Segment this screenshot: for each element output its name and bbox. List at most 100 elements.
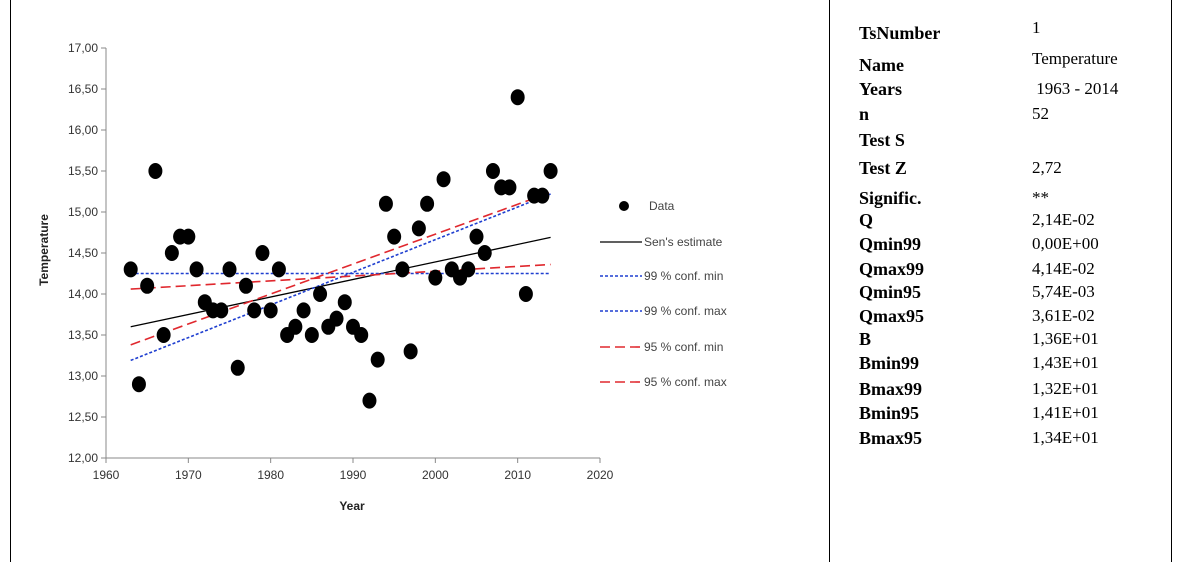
y-tick-label: 14,00 <box>68 287 98 301</box>
data-point <box>238 277 253 294</box>
stat-label: n <box>859 104 870 124</box>
data-point <box>140 277 155 294</box>
stat-row: Name Temperature <box>859 49 1169 79</box>
y-tick-label: 13,00 <box>68 369 98 383</box>
x-tick-label: 1960 <box>93 468 120 482</box>
y-tick-label: 17,00 <box>68 41 98 55</box>
legend-label-95-conf-min: 95 % conf. min <box>644 340 723 354</box>
data-point <box>510 89 525 106</box>
data-point <box>288 318 303 335</box>
data-point <box>535 187 550 204</box>
stat-value: 4,14E-02 <box>1032 259 1095 278</box>
panel-divider <box>829 0 830 562</box>
stat-value: 1,36E+01 <box>1032 329 1099 348</box>
data-point <box>502 179 517 196</box>
stat-row: Bmax99 1,32E+01 <box>859 379 1169 403</box>
data-point <box>485 163 500 179</box>
x-tick-label: 2000 <box>422 468 449 482</box>
y-tick-label: 15,00 <box>68 205 98 219</box>
stat-value: 1 <box>1032 18 1041 37</box>
stat-label: Bmin99 <box>859 353 920 373</box>
data-point <box>296 302 311 319</box>
stat-value: 3,61E-02 <box>1032 306 1095 325</box>
x-tick-label: 2020 <box>587 468 614 482</box>
data-point <box>370 351 385 368</box>
data-point <box>263 302 278 319</box>
stat-label: Bmax99 <box>859 379 922 399</box>
y-tick-label: 16,00 <box>68 123 98 137</box>
stat-label: Q <box>859 210 874 230</box>
data-point <box>214 302 229 319</box>
legend-label-99-conf-max: 99 % conf. max <box>644 304 727 318</box>
data-point <box>428 269 443 286</box>
stat-row: Bmin99 1,43E+01 <box>859 353 1169 377</box>
data-point <box>131 376 146 393</box>
stat-label: Signific. <box>859 188 922 208</box>
figure-frame <box>10 0 1172 562</box>
data-point <box>148 163 163 179</box>
y-tick-label: 14,50 <box>68 246 98 260</box>
data-point <box>230 359 245 376</box>
stat-row: Bmin95 1,41E+01 <box>859 403 1169 427</box>
stat-label: Test S <box>859 130 905 150</box>
data-point <box>420 195 435 212</box>
x-tick-label: 1970 <box>175 468 202 482</box>
data-point <box>313 286 328 302</box>
data-point <box>387 228 402 245</box>
stat-row: Q 2,14E-02 <box>859 210 1169 234</box>
legend-label-95-conf-max: 95 % conf. max <box>644 375 727 389</box>
chart-legend: Data Sen's estimate 99 % conf. min 99 % con… <box>600 199 727 389</box>
stat-value: 0,00E+00 <box>1032 234 1099 253</box>
data-point <box>304 327 319 343</box>
stat-label: Name <box>859 55 904 75</box>
stat-label: Years <box>859 79 902 99</box>
data-point <box>461 261 476 278</box>
data-point <box>337 294 352 311</box>
y-tick-label: 13,50 <box>68 328 98 342</box>
y-tick-label: 12,00 <box>68 451 98 465</box>
stat-value: 52 <box>1032 104 1049 123</box>
95-conf-min-line <box>130 263 551 290</box>
x-axis-title: Year <box>339 499 365 513</box>
y-tick-label: 15,50 <box>68 164 98 178</box>
stat-row: Qmin95 5,74E-03 <box>859 282 1169 306</box>
stat-value: 1,34E+01 <box>1032 428 1099 447</box>
stat-label: TsNumber <box>859 23 941 43</box>
stat-label: B <box>859 329 872 349</box>
legend-label-data: Data <box>649 199 675 213</box>
stat-row: Signific. ** <box>859 188 1169 212</box>
data-point <box>411 220 426 237</box>
data-point <box>247 302 262 319</box>
y-axis-title: Temperature <box>37 214 51 286</box>
chart-axes: 12,00 12,50 13,00 13,50 14,00 14,50 15,00 15,50… <box>68 41 614 482</box>
legend-marker-data <box>619 201 629 211</box>
y-tick-label: 16,50 <box>68 82 98 96</box>
stat-value: 1,41E+01 <box>1032 403 1099 422</box>
y-tick-label: 12,50 <box>68 410 98 424</box>
stat-row: Bmax95 1,34E+01 <box>859 428 1169 452</box>
data-point <box>403 343 418 360</box>
data-point <box>156 327 171 343</box>
stat-value: 5,74E-03 <box>1032 282 1095 301</box>
data-point <box>329 310 344 327</box>
data-point <box>123 261 138 278</box>
stat-value: ** <box>1032 188 1049 207</box>
stat-label: Bmax95 <box>859 428 922 448</box>
data-point <box>164 245 179 261</box>
stat-row: Qmax99 4,14E-02 <box>859 259 1169 283</box>
stat-value: 1963 - 2014 <box>1032 79 1119 98</box>
stat-row: B 1,36E+01 <box>859 329 1169 353</box>
stat-label: Test Z <box>859 158 907 178</box>
legend-label-99-conf-min: 99 % conf. min <box>644 269 723 283</box>
stat-row: Qmax95 3,61E-02 <box>859 306 1169 330</box>
data-point <box>469 228 484 245</box>
data-point <box>518 286 533 302</box>
chart-points <box>123 89 558 409</box>
stat-label: Qmin95 <box>859 282 922 302</box>
data-point <box>477 245 492 261</box>
stat-label: Qmax95 <box>859 306 924 326</box>
stat-value: 1,43E+01 <box>1032 353 1099 372</box>
stat-label: Bmin95 <box>859 403 920 423</box>
stat-row: n 52 <box>859 104 1169 128</box>
data-point <box>222 261 237 278</box>
